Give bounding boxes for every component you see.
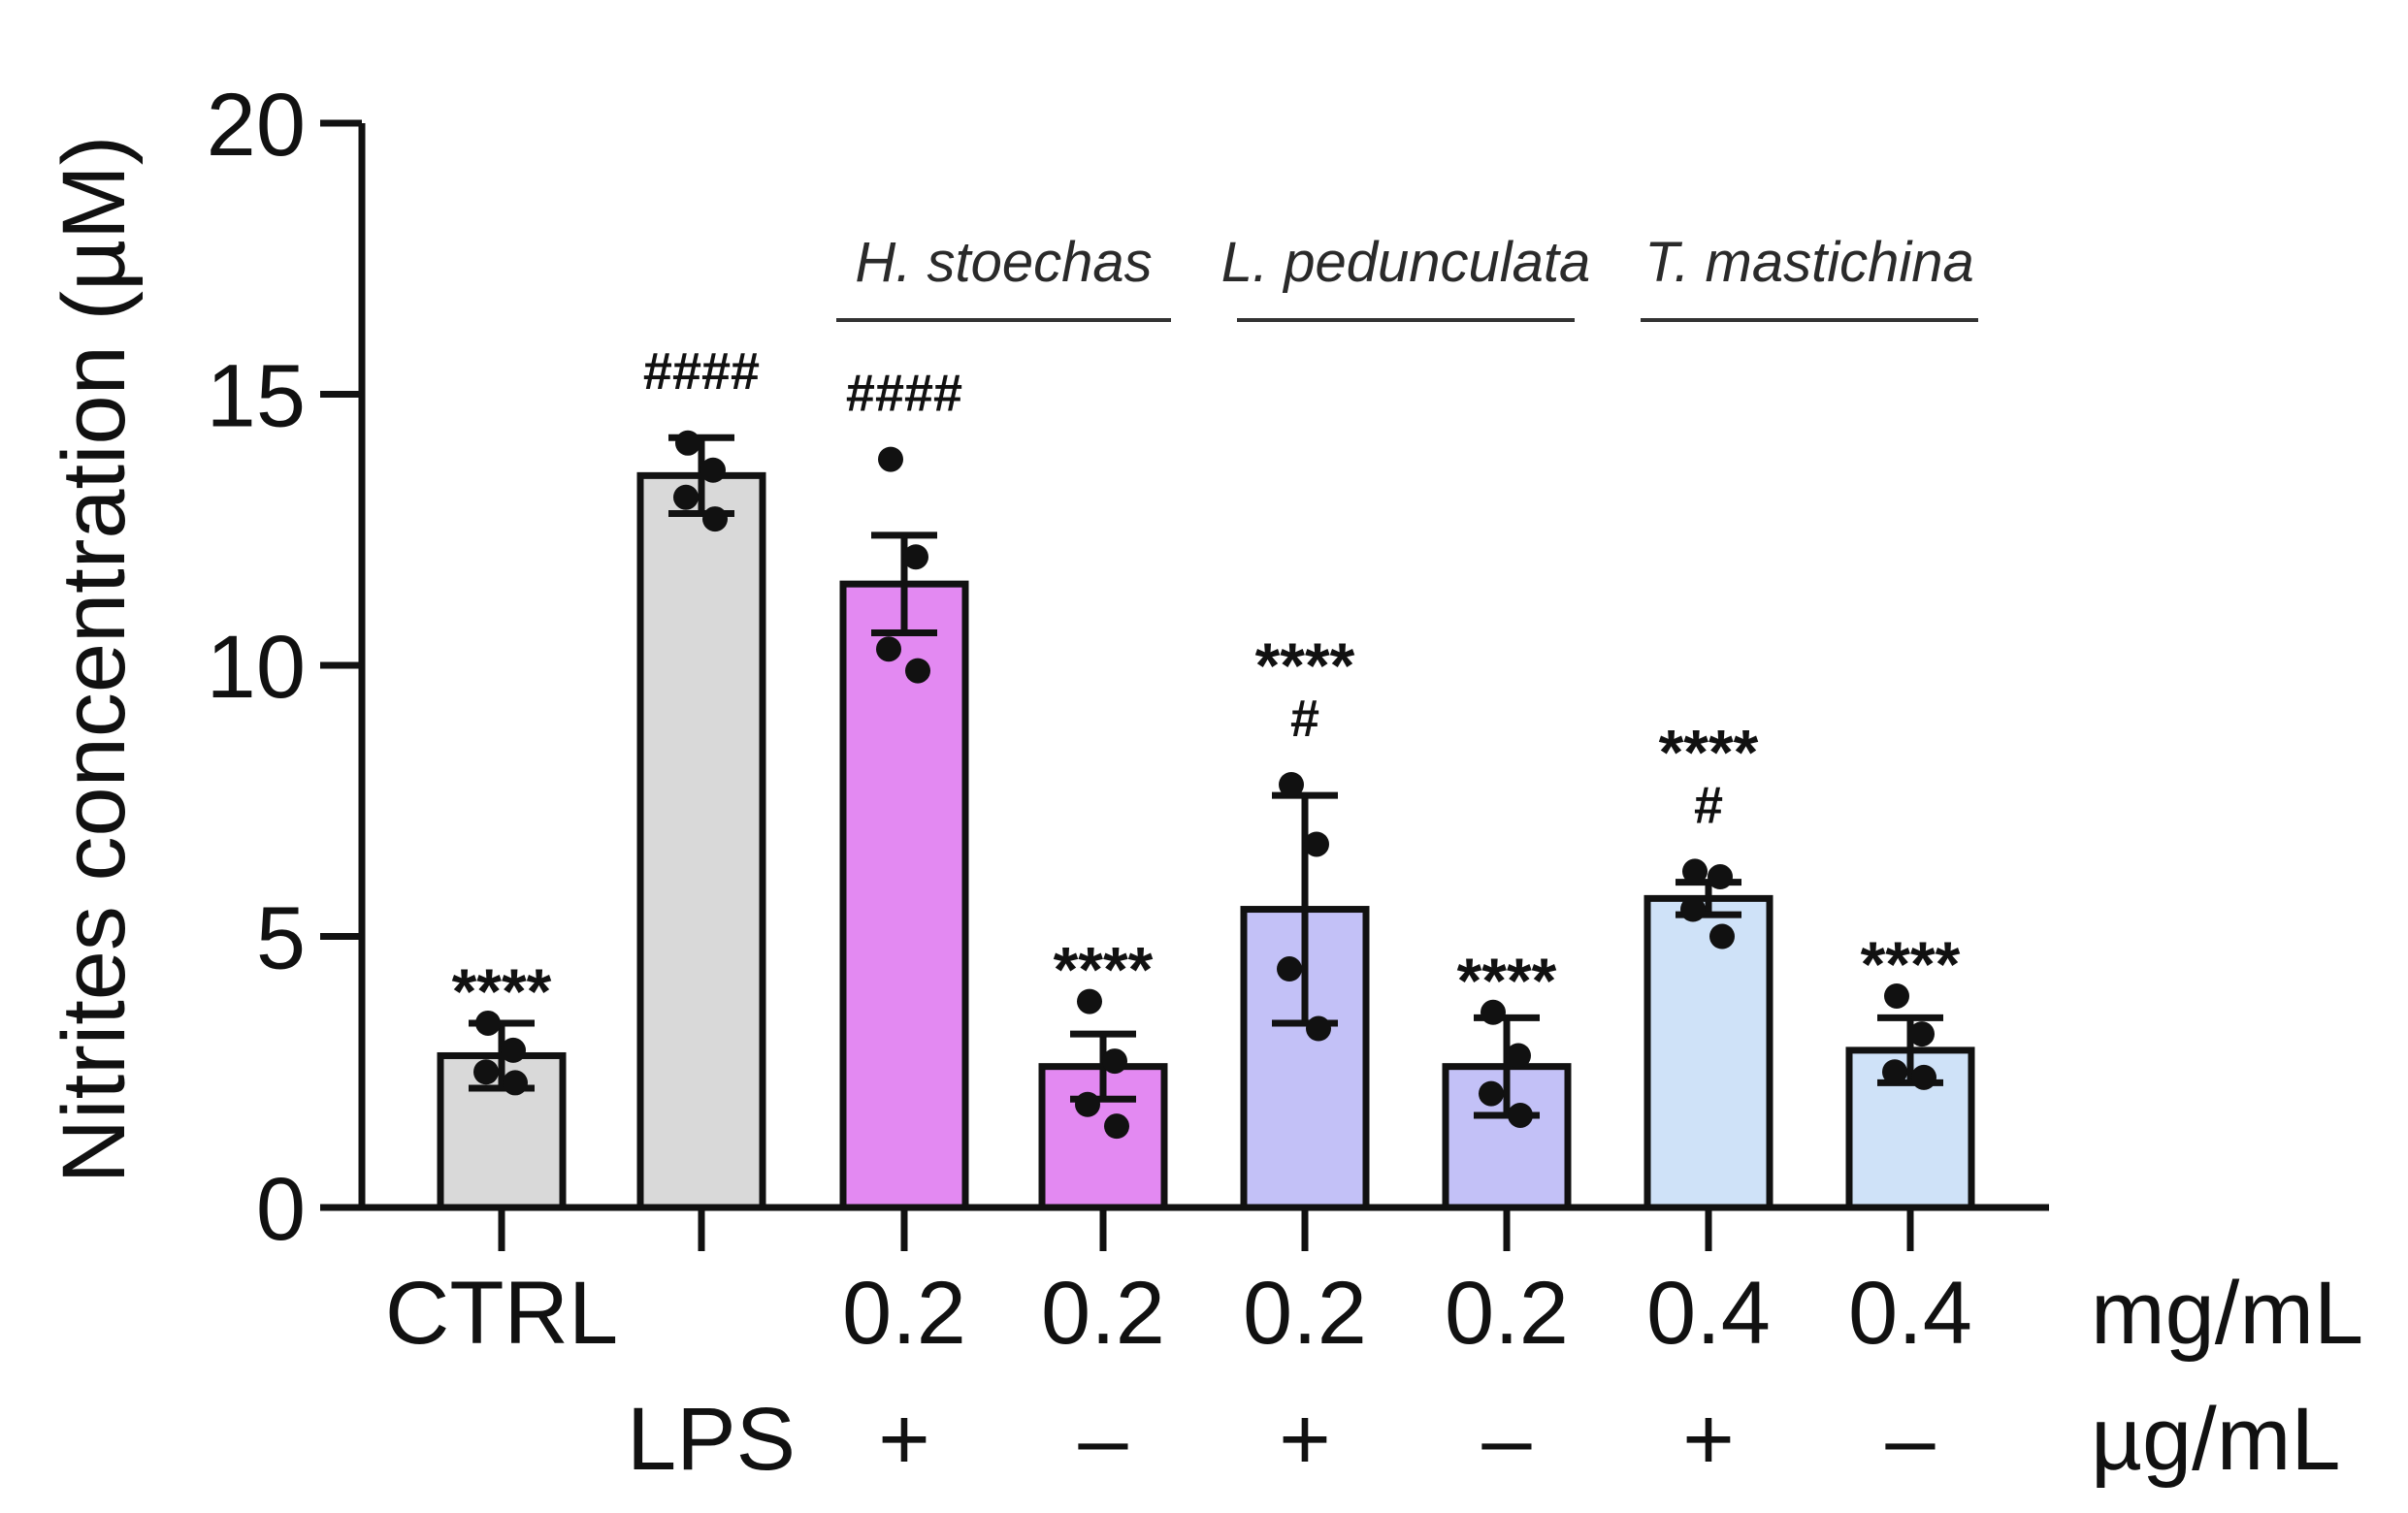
lps-sign: + [1279,1390,1331,1489]
bar [839,580,969,1211]
x-category-label: CTRL [385,1264,618,1363]
data-point [702,506,728,532]
group-label: T. mastichina [1644,231,1974,294]
data-point [475,1010,501,1036]
data-point [903,544,928,570]
data-point [1911,1064,1936,1090]
hash-marker: # [1694,776,1723,834]
y-tick-label: 10 [207,618,306,717]
y-tick-label: 0 [256,1160,306,1259]
data-point [1306,1015,1331,1042]
bar [1643,894,1773,1211]
data-point [1077,988,1102,1014]
data-point [1709,923,1735,950]
y-axis-label: Nitrites concentration (µM) [45,136,144,1184]
unit-label-ug: µg/mL [2091,1390,2341,1489]
lps-sign: + [1682,1390,1735,1489]
data-point [1479,1080,1504,1107]
y-tick-label: 5 [256,889,306,988]
lps-sign: + [878,1390,930,1489]
star-marker: **** [1054,934,1154,1006]
data-point [1102,1048,1127,1075]
x-category-label: 0.4 [1646,1264,1771,1363]
data-point [675,430,700,456]
x-category-label: 0.2 [1445,1264,1569,1363]
data-point [878,446,903,472]
y-tick-label: 20 [207,76,306,175]
data-point [501,1037,526,1063]
data-point [905,658,930,684]
x-category-label: 0.2 [1243,1264,1367,1363]
data-point [700,457,726,483]
data-point [1708,864,1733,890]
group-label: L. pedunculata [1221,231,1591,294]
lps-sign: – [1481,1390,1532,1489]
lps-sign: – [1078,1390,1128,1489]
data-point [1508,1102,1533,1128]
y-tick-label: 15 [207,347,306,446]
data-point [1680,896,1706,922]
data-point [1304,831,1329,857]
star-marker: **** [1861,928,1961,1000]
star-marker: **** [452,955,552,1027]
data-point [1884,982,1909,1009]
hash-marker: #### [643,342,760,401]
hash-marker: # [1290,690,1319,748]
lps-label: LPS [627,1390,796,1489]
data-point [673,484,699,510]
data-point [473,1059,499,1085]
star-marker: **** [1659,716,1759,788]
data-point [1506,1043,1531,1069]
x-category-label: 0.4 [1848,1264,1972,1363]
bar [636,471,766,1211]
data-point [876,636,901,662]
x-category-label: 0.2 [1041,1264,1165,1363]
data-point [1882,1059,1907,1085]
data-point [1909,1021,1935,1047]
data-point [1481,999,1506,1025]
x-category-label: 0.2 [842,1264,966,1363]
lps-sign: – [1885,1390,1936,1489]
data-point [1277,956,1302,982]
data-point [1279,771,1304,797]
data-point [1104,1113,1129,1140]
data-point [1075,1091,1100,1117]
group-label: H. stoechas [855,231,1152,294]
data-point [1682,858,1708,885]
star-marker: **** [1457,945,1557,1016]
star-marker: **** [1255,629,1355,701]
hash-marker: #### [846,365,962,423]
data-point [503,1070,528,1096]
unit-label-mg: mg/mL [2091,1264,2363,1363]
